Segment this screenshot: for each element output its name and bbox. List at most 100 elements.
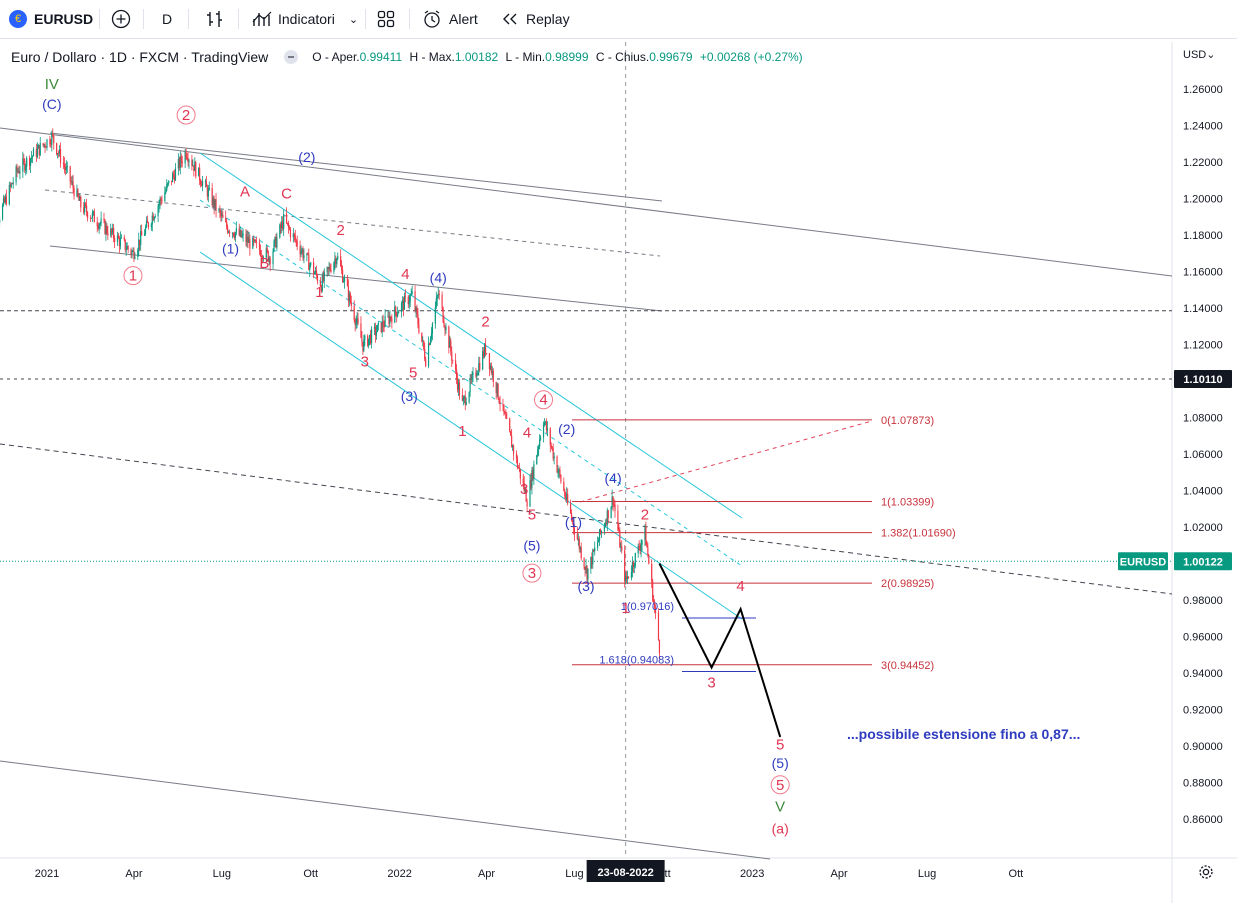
candle-body bbox=[436, 296, 438, 299]
price-tick-label: 1.08000 bbox=[1183, 413, 1223, 425]
candle-body bbox=[84, 203, 86, 213]
candle bbox=[638, 540, 640, 551]
candle-body bbox=[484, 344, 487, 354]
candle-body bbox=[165, 190, 167, 193]
candle bbox=[228, 229, 231, 237]
candle-body bbox=[313, 272, 316, 275]
candle bbox=[105, 221, 107, 241]
interval-button[interactable]: D bbox=[162, 0, 172, 38]
candle bbox=[437, 286, 439, 299]
wave-label: (a) bbox=[772, 821, 789, 837]
wave-label: IV bbox=[45, 76, 59, 93]
candle bbox=[448, 325, 450, 354]
candle-body bbox=[431, 323, 434, 334]
replay-button[interactable]: Replay bbox=[502, 0, 570, 38]
candle bbox=[376, 324, 378, 333]
indicators-button[interactable]: Indicatori ⌄ bbox=[252, 0, 358, 38]
candle-body bbox=[341, 269, 344, 282]
candle-body bbox=[363, 339, 365, 351]
candle-body bbox=[307, 253, 309, 255]
candle bbox=[221, 208, 223, 222]
candle-body bbox=[255, 239, 257, 243]
candle-body bbox=[63, 164, 65, 168]
candle bbox=[16, 163, 18, 178]
candle bbox=[396, 311, 398, 323]
candle bbox=[242, 228, 244, 242]
candle-body bbox=[201, 181, 204, 187]
candle-body bbox=[452, 360, 454, 362]
symbol-search-button[interactable]: € EURUSD bbox=[9, 0, 93, 38]
candle-body bbox=[605, 522, 607, 525]
candle bbox=[171, 180, 173, 186]
candle bbox=[3, 195, 6, 204]
eye-icon[interactable] bbox=[284, 50, 299, 64]
candle bbox=[610, 506, 612, 519]
candle-body bbox=[199, 180, 202, 184]
candle-body bbox=[591, 556, 593, 565]
candle bbox=[369, 334, 371, 346]
currency-selector[interactable]: USD⌄ bbox=[1183, 49, 1216, 61]
candle bbox=[395, 305, 397, 317]
date-tick-label: 2023 bbox=[740, 868, 764, 880]
candle-body bbox=[394, 306, 396, 323]
chart-settings-button[interactable] bbox=[1198, 864, 1214, 885]
candle-body bbox=[53, 135, 55, 144]
candle-body bbox=[145, 220, 148, 228]
candle-body bbox=[286, 222, 289, 224]
close-value: 0.99679 bbox=[649, 50, 693, 64]
candle bbox=[542, 421, 545, 443]
candle-body bbox=[465, 402, 467, 405]
candle-body bbox=[509, 418, 511, 432]
candle-body bbox=[56, 143, 58, 155]
candle-body bbox=[619, 530, 621, 548]
chart-style-button[interactable] bbox=[206, 0, 224, 38]
candle bbox=[485, 353, 488, 355]
candle-body bbox=[519, 468, 521, 479]
toolbar-divider bbox=[409, 9, 410, 29]
alert-button[interactable]: Alert bbox=[422, 0, 478, 38]
candle bbox=[499, 395, 501, 412]
candle-body bbox=[92, 211, 94, 213]
candle bbox=[233, 231, 236, 241]
candle-body bbox=[607, 510, 609, 519]
candle-body bbox=[506, 418, 508, 419]
candle bbox=[295, 238, 297, 247]
candle bbox=[438, 289, 440, 301]
candle-body bbox=[516, 457, 519, 468]
candle bbox=[550, 442, 552, 450]
candle bbox=[357, 312, 359, 326]
candle-body bbox=[370, 328, 373, 344]
candle bbox=[178, 156, 180, 171]
candle bbox=[526, 498, 528, 513]
candle bbox=[619, 527, 621, 548]
candle-body bbox=[289, 229, 292, 238]
candle bbox=[560, 474, 562, 484]
candle-body bbox=[143, 233, 146, 236]
candle bbox=[613, 498, 615, 508]
candle-body bbox=[560, 475, 562, 482]
candle bbox=[204, 178, 207, 188]
compare-symbol-button[interactable] bbox=[111, 0, 131, 38]
candle-body bbox=[515, 453, 518, 458]
candle-body bbox=[12, 182, 14, 185]
candle bbox=[631, 556, 633, 578]
interval-label: D bbox=[162, 11, 173, 27]
candle bbox=[434, 301, 436, 329]
layouts-button[interactable] bbox=[377, 0, 395, 38]
wave-label: 1 bbox=[621, 600, 629, 617]
candle bbox=[275, 233, 277, 249]
candle-body bbox=[434, 307, 436, 324]
candle bbox=[455, 364, 458, 385]
candle-body bbox=[110, 228, 112, 236]
wave-label: 2 bbox=[182, 107, 190, 124]
candle-body bbox=[65, 166, 67, 171]
candle bbox=[269, 256, 271, 272]
wave-label: (4) bbox=[430, 269, 447, 285]
candle bbox=[374, 322, 377, 343]
candle bbox=[511, 428, 513, 448]
candle bbox=[104, 218, 106, 235]
candle bbox=[597, 537, 600, 543]
candle bbox=[299, 240, 301, 261]
candle-body bbox=[19, 171, 21, 174]
